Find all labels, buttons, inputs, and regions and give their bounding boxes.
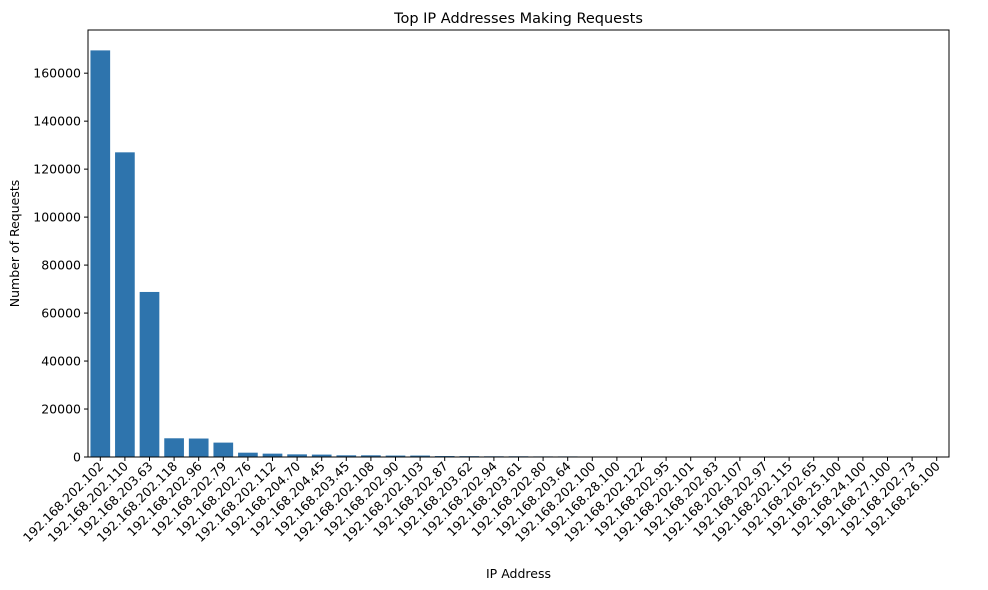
bar bbox=[213, 442, 234, 457]
y-tick-label: 140000 bbox=[33, 114, 81, 129]
bar bbox=[90, 50, 111, 457]
y-tick-label: 20000 bbox=[41, 402, 81, 417]
bar bbox=[361, 455, 381, 457]
x-axis-ticks: 192.168.202.102192.168.202.110192.168.20… bbox=[20, 457, 943, 545]
y-axis-label: Number of Requests bbox=[7, 180, 22, 308]
bar bbox=[238, 452, 258, 457]
y-tick-label: 40000 bbox=[41, 354, 81, 369]
y-tick-label: 120000 bbox=[33, 162, 81, 177]
bar bbox=[262, 453, 283, 457]
bar bbox=[139, 291, 160, 457]
bar bbox=[385, 455, 406, 457]
bar bbox=[311, 454, 332, 457]
bar bbox=[115, 152, 135, 457]
y-axis-ticks: 0 20000 40000 60000 80000 100000 120000 140000 1… bbox=[33, 66, 88, 465]
plot-frame bbox=[87, 29, 950, 458]
x-axis-label: IP Address bbox=[486, 566, 551, 581]
bar bbox=[410, 455, 430, 457]
chart-title: Top IP Addresses Making Requests bbox=[393, 11, 643, 27]
y-tick-label: 100000 bbox=[33, 210, 81, 225]
bar bbox=[164, 438, 184, 457]
bar bbox=[188, 438, 209, 457]
y-tick-label: 160000 bbox=[33, 66, 81, 81]
bar bbox=[287, 454, 307, 457]
bars-group bbox=[90, 50, 947, 457]
y-tick-label: 80000 bbox=[41, 258, 81, 273]
y-tick-label: 0 bbox=[73, 450, 81, 465]
bar bbox=[336, 455, 357, 457]
y-tick-label: 60000 bbox=[41, 306, 81, 321]
